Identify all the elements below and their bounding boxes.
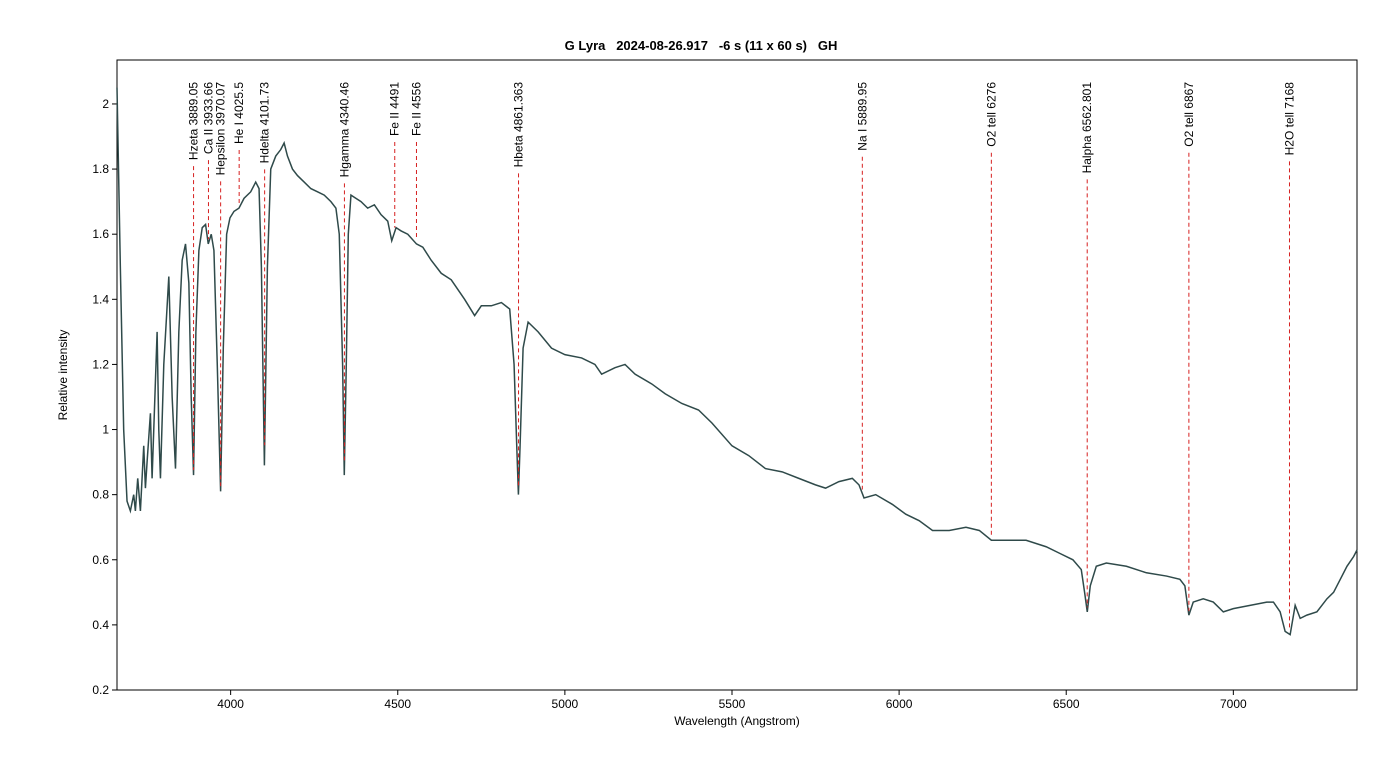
annotation-label: Halpha 6562.801 [1080, 82, 1094, 174]
chart-title: G Lyra 2024-08-26.917 -6 s (11 x 60 s) G… [565, 38, 838, 53]
annotation-label: Fe II 4491 [388, 82, 402, 136]
x-tick-label: 4500 [384, 697, 411, 711]
x-tick-label: 7000 [1220, 697, 1247, 711]
x-tick-label: 5000 [552, 697, 579, 711]
y-tick-label: 0.2 [92, 683, 109, 697]
y-tick-label: 0.4 [92, 618, 109, 632]
y-tick-label: 1.2 [92, 357, 109, 371]
x-tick-label: 4000 [217, 697, 244, 711]
spectrum-line [116, 87, 1358, 636]
annotation-label: He I 4025.5 [232, 82, 246, 144]
x-tick-label: 6000 [886, 697, 913, 711]
annotation-label: Hzeta 3889.05 [187, 82, 201, 160]
annotation-label: Na I 5889.95 [855, 82, 869, 151]
annotation-label: Hdelta 4101.73 [258, 82, 272, 164]
y-tick-label: 2 [102, 97, 109, 111]
y-tick-label: 1.4 [92, 292, 109, 306]
y-tick-label: 1 [102, 423, 109, 437]
x-tick-label: 5500 [719, 697, 746, 711]
x-tick-label: 6500 [1053, 697, 1080, 711]
annotation-label: Hbeta 4861.363 [512, 82, 526, 168]
y-tick-label: 1.6 [92, 227, 109, 241]
annotation-label: Hgamma 4340.46 [337, 82, 351, 178]
annotation-label: Hepsilon 3970.07 [214, 82, 228, 176]
y-axis-label: Relative intensity [56, 330, 70, 421]
annotation-label: O2 tell 6276 [984, 82, 998, 147]
annotation-label: Fe II 4556 [409, 82, 423, 136]
annotation-label: Ca II 3933.66 [201, 82, 215, 154]
y-tick-label: 0.8 [92, 488, 109, 502]
plot-frame [116, 59, 1358, 691]
annotation-label: H2O tell 7168 [1282, 82, 1296, 156]
annotation-label: O2 tell 6867 [1182, 82, 1196, 147]
x-axis-label: Wavelength (Angstrom) [674, 714, 800, 728]
y-tick-label: 0.6 [92, 553, 109, 567]
y-tick-label: 1.8 [92, 162, 109, 176]
